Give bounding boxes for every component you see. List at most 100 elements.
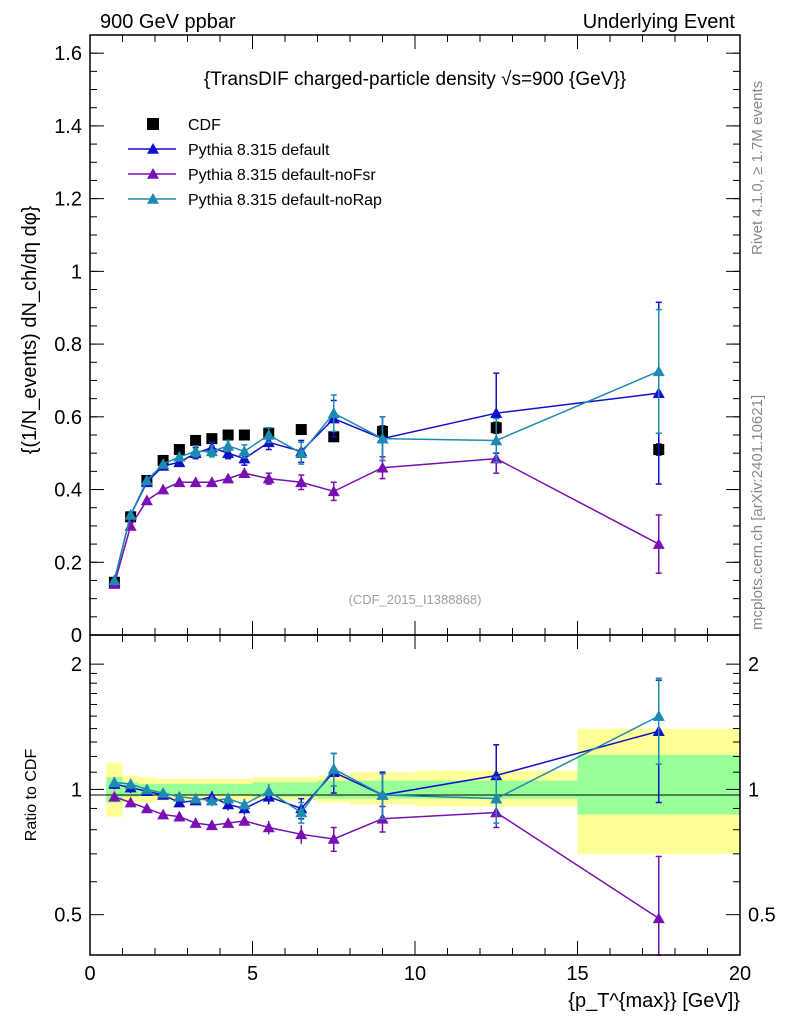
x-axis-title: {p_T^{max}} [GeV]}	[568, 990, 740, 1012]
legend-item: Pythia 8.315 default	[128, 142, 330, 159]
y-tick-label: 1	[71, 261, 82, 283]
data-point	[652, 538, 665, 549]
legend-label: Pythia 8.315 default-noFsr	[188, 167, 376, 184]
data-point	[173, 476, 186, 488]
data-point	[238, 429, 250, 441]
y-tick-label: 0.2	[54, 552, 82, 574]
stat-uncertainty-band	[171, 784, 188, 795]
ratio-data-point	[189, 792, 202, 804]
ratio-data-point	[124, 796, 137, 808]
legend-label: Pythia 8.315 default-noRap	[188, 192, 382, 209]
x-tick-label: 15	[566, 963, 588, 985]
legend-marker	[147, 168, 159, 179]
legend: CDF Pythia 8.315 default Pythia 8.315 defa…	[128, 117, 382, 209]
ratio-data-point	[173, 810, 186, 822]
watermark: (CDF_2015_I1388868)	[349, 592, 482, 607]
ratio-data-point	[205, 794, 218, 806]
ratio-data-point	[205, 819, 218, 831]
ratio-data-point	[652, 710, 665, 721]
data-point	[108, 574, 121, 586]
ratio-data-point	[652, 912, 665, 924]
ratio-data-point	[140, 802, 153, 814]
mcplots-label: mcplots.cern.ch [arXiv:2401.10621]	[749, 395, 766, 630]
ratio-panel: 0.5 0.5 1 1 2 2 Ratio to CDF	[23, 634, 776, 956]
data-point	[376, 432, 389, 444]
main-ticks	[89, 34, 741, 636]
ratio-data-point	[262, 785, 275, 797]
y-tick-label: 0.8	[54, 334, 82, 356]
y-tick-label: 1.4	[54, 116, 82, 138]
ratio-data-point	[238, 814, 251, 826]
y-tick-label: 1.6	[54, 43, 82, 65]
ratio-data-point	[238, 798, 251, 810]
data-point	[173, 450, 186, 462]
ratio-series-line	[114, 796, 660, 919]
ratio-series-2	[108, 677, 665, 824]
data-point	[206, 433, 218, 445]
ratio-bands	[106, 728, 740, 854]
stat-uncertainty-band	[220, 784, 237, 795]
legend-marker	[147, 143, 159, 154]
ratio-data-point	[262, 821, 275, 833]
x-tick-label: 10	[404, 963, 426, 985]
data-point	[262, 429, 275, 440]
y-tick-label: 0	[71, 625, 82, 647]
main-y-tick-labels: 0 0.2 0.4 0.6 0.8 1 1.2 1.4 1.6	[54, 43, 82, 647]
data-point	[490, 407, 503, 418]
data-point	[490, 434, 503, 446]
ratio-ticks	[89, 635, 741, 955]
data-point	[238, 445, 251, 457]
data-point	[327, 485, 340, 497]
plot-title: {TransDIF charged-particle density √s=90…	[204, 69, 626, 90]
ratio-data-point	[295, 806, 308, 818]
ratio-data-point	[173, 790, 186, 802]
data-point	[222, 472, 235, 484]
main-marks	[108, 301, 665, 589]
header-left: 900 GeV ppbar	[100, 11, 236, 33]
ratio-y-axis-title: Ratio to CDF	[23, 749, 40, 842]
data-point	[140, 494, 153, 506]
data-point	[652, 365, 665, 377]
ratio-data-point	[140, 783, 153, 795]
main-panel: 0 0.2 0.4 0.6 0.8 1 1.2 1.4 1.6 {TransDIF charge…	[19, 34, 741, 647]
ratio-marks	[108, 677, 665, 956]
ratio-y-tick-labels: 0.5 0.5 1 1 2 2	[54, 654, 776, 927]
legend-marker	[147, 118, 159, 130]
data-point	[222, 447, 235, 458]
ratio-data-point	[295, 828, 308, 840]
ratio-data-point	[108, 790, 121, 802]
ratio-y-tick-label: 1	[71, 779, 82, 801]
data-point	[157, 458, 170, 469]
ratio-data-point	[157, 808, 170, 820]
legend-label: Pythia 8.315 default	[188, 142, 330, 159]
legend-item: Pythia 8.315 default-noFsr	[128, 167, 376, 184]
data-point	[327, 407, 340, 418]
ratio-data-point	[173, 796, 186, 808]
ratio-data-point	[124, 778, 137, 789]
x-tick-label: 20	[729, 963, 751, 985]
legend-item: CDF	[147, 117, 221, 134]
data-point	[205, 445, 218, 457]
data-point	[140, 474, 153, 486]
data-point	[205, 476, 218, 488]
ratio-y-tick-label: 2	[71, 654, 82, 676]
ratio-y-tick-label-right: 2	[748, 654, 759, 676]
ratio-y-tick-label-right: 1	[748, 779, 759, 801]
stat-uncertainty-band	[106, 777, 123, 803]
y-axis-title: {(1/N_events) dN_ch/dη dφ}	[19, 205, 41, 454]
stat-uncertainty-band	[187, 784, 204, 795]
stat-uncertainty-band	[203, 784, 220, 795]
data-point	[295, 476, 308, 488]
ratio-data-point	[327, 762, 340, 774]
data-point	[222, 429, 234, 441]
data-point	[222, 439, 235, 451]
ratio-data-point	[327, 833, 340, 844]
data-point	[124, 509, 137, 520]
data-point	[189, 476, 202, 488]
series-3	[108, 308, 665, 586]
ratio-data-point	[490, 792, 503, 804]
legend-item: Pythia 8.315 default-noRap	[128, 192, 382, 209]
y-tick-label: 1.2	[54, 189, 82, 211]
y-tick-label: 0.4	[54, 480, 82, 502]
